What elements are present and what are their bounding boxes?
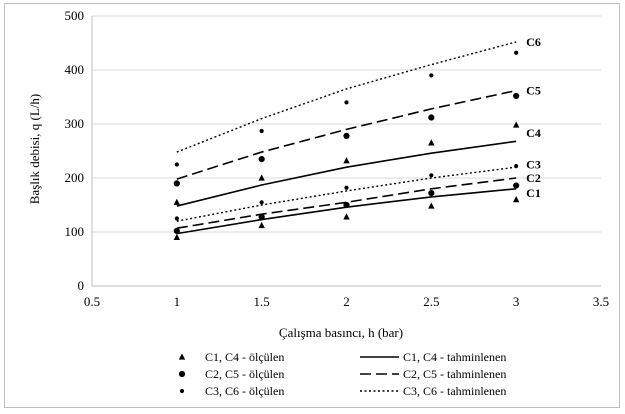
point-triangle <box>258 174 265 181</box>
point-circle <box>513 182 520 189</box>
point-triangle <box>428 202 435 209</box>
point-circle <box>258 213 265 220</box>
legend-label: C3, C6 - ölçülen <box>205 384 284 398</box>
point-dot <box>174 216 179 221</box>
x-axis-title: Çalışma basıncı, h (bar) <box>279 325 403 340</box>
legend-marker-triangle <box>178 353 186 360</box>
point-circle <box>428 114 435 121</box>
x-tick-label: 1.5 <box>254 294 270 309</box>
point-triangle <box>258 221 265 229</box>
legend-marker-dot <box>179 388 185 394</box>
point-dot <box>344 185 349 190</box>
y-tick-label: 200 <box>65 170 85 185</box>
point-circle <box>343 132 350 139</box>
point-dot <box>259 128 264 134</box>
curve-label-c1: C1 <box>526 186 541 200</box>
y-axis-title: Başlık debisi, q (L/h) <box>27 94 42 205</box>
legend-label: C1, C4 - tahminlenen <box>403 350 506 364</box>
x-tick-label: 3.5 <box>593 294 609 309</box>
point-circle <box>173 227 180 235</box>
legend-label: C1, C4 - ölçülen <box>205 350 284 364</box>
point-dot <box>514 164 519 169</box>
point-triangle <box>428 139 435 146</box>
measured-points <box>173 50 520 240</box>
point-triangle <box>173 198 181 205</box>
chart-svg: 0 100 200 300 400 500 0.5 1 1.5 2 2.5 3 3.5 C6 C5 C4 C3… <box>27 8 610 398</box>
y-tick-label: 400 <box>65 62 85 77</box>
point-triangle <box>343 157 350 164</box>
point-dot <box>344 100 349 105</box>
curve-label-c2: C2 <box>526 171 541 185</box>
y-tick-label: 500 <box>65 8 85 23</box>
y-tick-label: 0 <box>78 278 85 293</box>
point-dot <box>429 173 434 178</box>
fit-line-2-1 <box>176 177 517 230</box>
x-tick-label: 2.5 <box>423 294 439 309</box>
chart-frame: 0 100 200 300 400 500 0.5 1 1.5 2 2.5 3 3.5 C6 C5 C4 C3… <box>4 3 620 408</box>
point-circle <box>258 156 265 163</box>
curve-label-c6: C6 <box>526 35 541 49</box>
fit-line-3-2 <box>176 41 517 153</box>
legend-marker-circle <box>178 370 186 378</box>
fit-line-2-2 <box>176 89 517 180</box>
fit-line-3-1 <box>176 166 517 222</box>
point-circle <box>428 190 435 197</box>
legend: C1, C4 - ölçülen C2, C5 - ölçülen C3, C6 -… <box>178 350 506 398</box>
y-tick-label: 300 <box>65 116 85 131</box>
legend-label: C2, C5 - tahminlenen <box>403 367 506 381</box>
gridlines <box>92 15 601 287</box>
point-triangle <box>512 121 520 128</box>
point-circle <box>513 92 520 100</box>
point-triangle <box>343 213 350 220</box>
point-circle <box>343 201 350 209</box>
point-triangle <box>512 196 520 203</box>
legend-label: C2, C5 - ölçülen <box>205 367 284 381</box>
legend-label: C3, C6 - tahminlenen <box>403 384 506 398</box>
curve-label-c3: C3 <box>526 158 541 172</box>
curve-label-c5: C5 <box>526 84 541 98</box>
fit-line-1-2 <box>176 140 517 207</box>
point-dot <box>259 200 264 205</box>
point-dot <box>174 162 179 167</box>
axes: 0 100 200 300 400 500 0.5 1 1.5 2 2.5 3 3.5 <box>65 8 610 309</box>
x-tick-label: 0.5 <box>84 294 100 309</box>
fit-line-1-1 <box>176 188 517 235</box>
point-dot <box>429 73 434 78</box>
x-tick-label: 2 <box>343 294 350 309</box>
curve-label-c4: C4 <box>526 126 541 140</box>
point-dot <box>514 50 519 55</box>
y-tick-label: 100 <box>65 224 85 239</box>
x-tick-label: 3 <box>513 294 520 309</box>
point-triangle <box>173 233 181 240</box>
point-circle <box>173 180 180 187</box>
x-tick-label: 1 <box>174 294 181 309</box>
